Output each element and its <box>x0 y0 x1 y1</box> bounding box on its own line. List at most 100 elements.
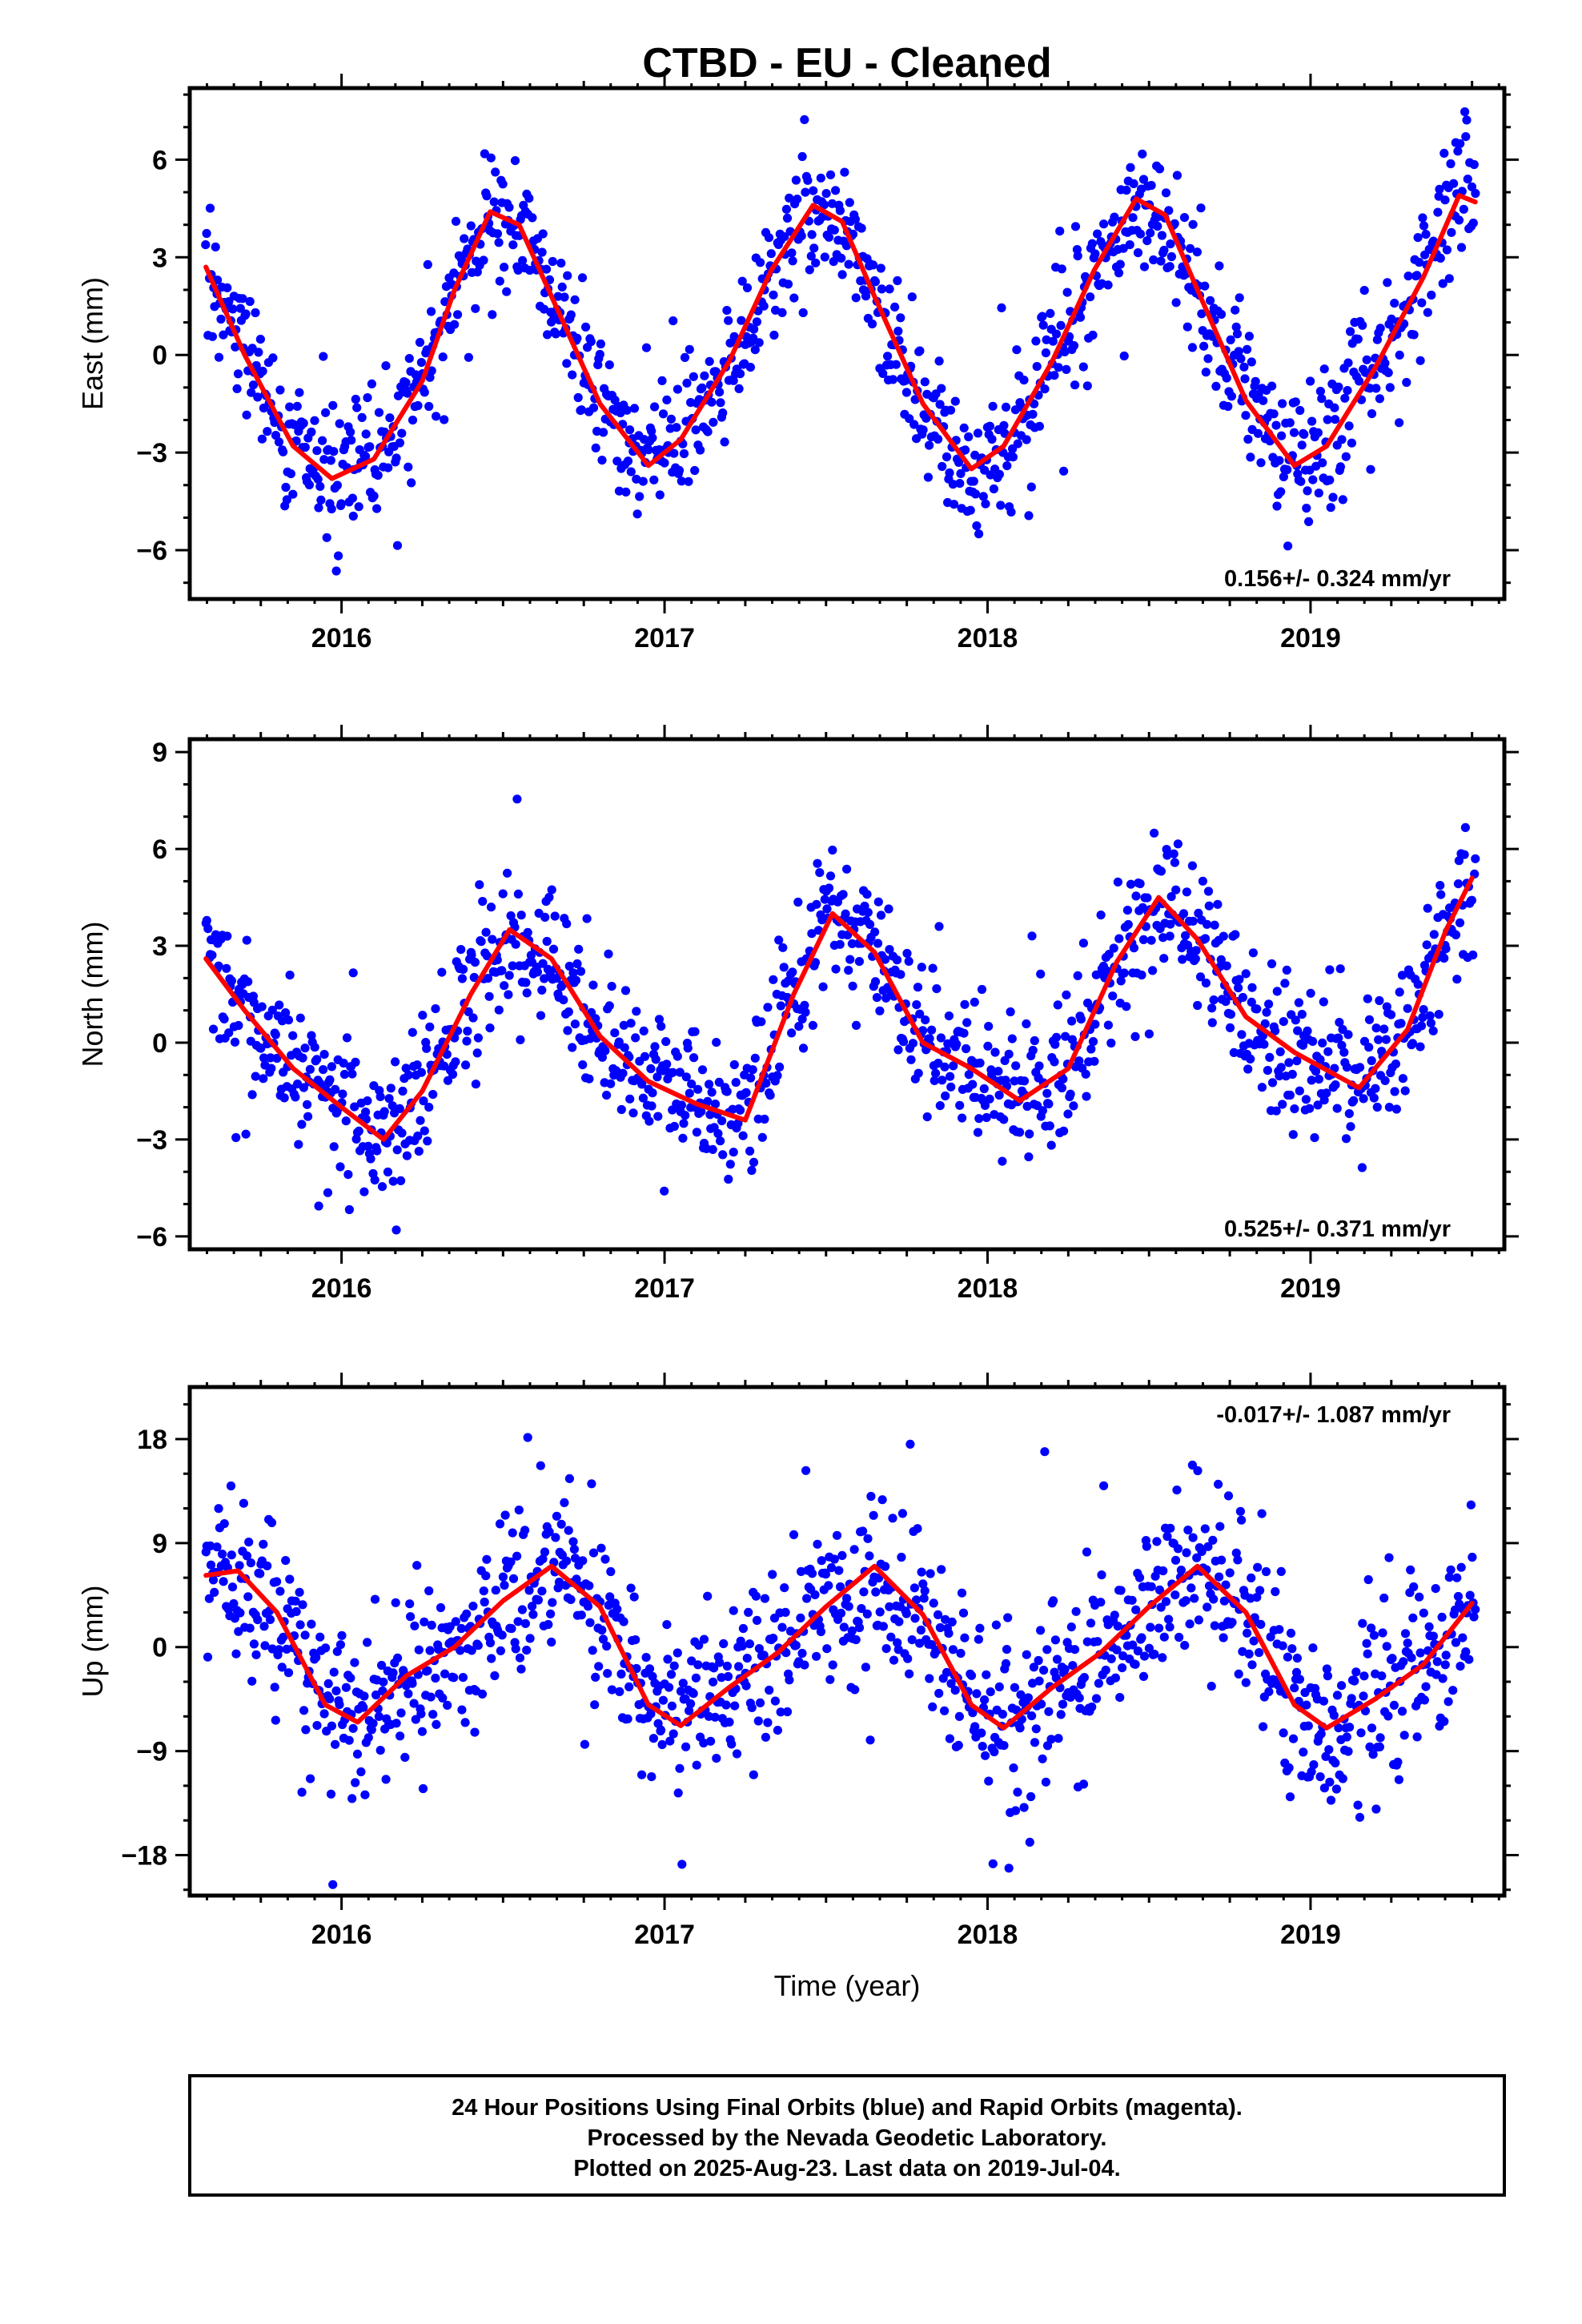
north-data-point <box>1067 1016 1077 1026</box>
up-data-point <box>878 1622 888 1631</box>
east-data-point <box>1239 362 1249 372</box>
east-data-point <box>1285 418 1295 428</box>
east-data-point <box>996 501 1006 510</box>
up-data-point <box>715 1658 725 1667</box>
up-data-point <box>850 1685 860 1695</box>
up-data-point <box>496 1646 506 1655</box>
north-data-point <box>1257 1083 1267 1092</box>
east-data-point <box>1289 428 1299 437</box>
up-x-tick-label: 2019 <box>1280 1920 1341 1950</box>
up-data-point <box>980 1695 990 1705</box>
north-data-point <box>928 963 938 973</box>
north-data-point <box>985 1094 994 1104</box>
up-data-point <box>206 1541 215 1550</box>
up-data-point <box>1441 1651 1451 1660</box>
up-data-point <box>759 1651 769 1660</box>
east-data-point <box>438 352 448 362</box>
north-data-point <box>281 1008 291 1018</box>
north-data-point <box>351 1057 360 1067</box>
north-data-point <box>912 1000 921 1010</box>
up-data-point <box>602 1641 612 1651</box>
east-data-point <box>999 420 1009 430</box>
east-data-point <box>662 395 672 404</box>
up-data-point <box>629 1592 639 1602</box>
east-data-point <box>312 446 322 456</box>
east-data-point <box>1086 292 1095 302</box>
up-data-point <box>706 1736 716 1746</box>
east-data-point <box>1073 251 1082 261</box>
north-data-point <box>1210 920 1219 930</box>
up-data-point <box>1365 1742 1375 1751</box>
north-data-point <box>1460 822 1470 832</box>
up-data-point <box>1247 1573 1256 1582</box>
up-data-point <box>1316 1729 1326 1739</box>
east-data-point <box>1325 475 1335 485</box>
up-data-point <box>546 1609 556 1618</box>
east-data-point <box>491 167 500 177</box>
up-data-point <box>331 1686 341 1695</box>
north-data-point <box>457 974 468 983</box>
east-y-axis-label: East (mm) <box>76 277 109 410</box>
up-data-point <box>319 1709 329 1719</box>
up-data-point <box>1461 1647 1471 1657</box>
up-data-point <box>1170 1590 1180 1600</box>
north-data-point <box>1331 1080 1340 1090</box>
north-data-point <box>414 1147 424 1156</box>
east-data-point <box>432 412 441 421</box>
north-data-point <box>1082 1092 1091 1101</box>
up-data-point <box>1001 1659 1011 1668</box>
east-data-point <box>715 388 725 397</box>
up-data-point <box>676 1687 686 1696</box>
up-data-point <box>583 1602 593 1611</box>
up-data-point <box>849 1545 859 1554</box>
north-data-point <box>797 1014 807 1024</box>
up-data-point <box>1128 1640 1138 1650</box>
north-data-point <box>504 971 514 980</box>
up-data-point <box>738 1623 749 1634</box>
north-data-point <box>1191 946 1201 955</box>
north-data-point <box>312 1055 322 1064</box>
east-data-point <box>1186 243 1195 253</box>
east-data-point <box>756 258 765 267</box>
east-data-point <box>1251 376 1260 386</box>
east-data-point <box>365 442 375 452</box>
up-data-point <box>219 1577 228 1586</box>
up-data-point <box>300 1630 310 1640</box>
up-data-point <box>524 1586 534 1595</box>
north-data-point <box>1237 1030 1247 1039</box>
up-data-point <box>1187 1460 1197 1470</box>
east-data-point <box>295 388 304 397</box>
north-data-point <box>765 1091 775 1100</box>
north-data-point <box>339 1059 348 1068</box>
north-data-point <box>690 1027 700 1036</box>
east-data-point <box>720 437 729 447</box>
up-data-point <box>547 1637 556 1647</box>
up-data-point <box>243 1592 253 1602</box>
up-data-point <box>897 1552 906 1562</box>
up-data-point <box>1261 1566 1271 1577</box>
east-data-point <box>281 482 291 493</box>
north-data-point <box>1050 1057 1059 1067</box>
up-data-point <box>950 1686 960 1695</box>
up-data-point <box>1283 1652 1292 1662</box>
up-data-point <box>1287 1644 1297 1654</box>
up-data-point <box>263 1561 272 1570</box>
up-data-point <box>335 1699 344 1710</box>
north-data-point <box>1178 909 1189 919</box>
east-data-point <box>1453 147 1463 156</box>
up-data-point <box>1040 1447 1050 1457</box>
north-data-point <box>979 1084 989 1094</box>
north-data-point <box>1078 939 1088 948</box>
up-data-point <box>641 1653 651 1663</box>
up-data-point <box>375 1746 385 1755</box>
north-data-point <box>983 1041 993 1051</box>
north-data-point <box>1135 879 1145 889</box>
east-y-tick-label: 3 <box>152 243 167 273</box>
up-data-point <box>379 1677 388 1687</box>
east-data-point <box>451 216 461 226</box>
east-data-point <box>599 428 608 437</box>
up-data-point <box>606 1566 616 1577</box>
north-data-point <box>714 1077 724 1087</box>
up-data-point <box>253 1615 263 1625</box>
east-data-point <box>1227 392 1236 401</box>
